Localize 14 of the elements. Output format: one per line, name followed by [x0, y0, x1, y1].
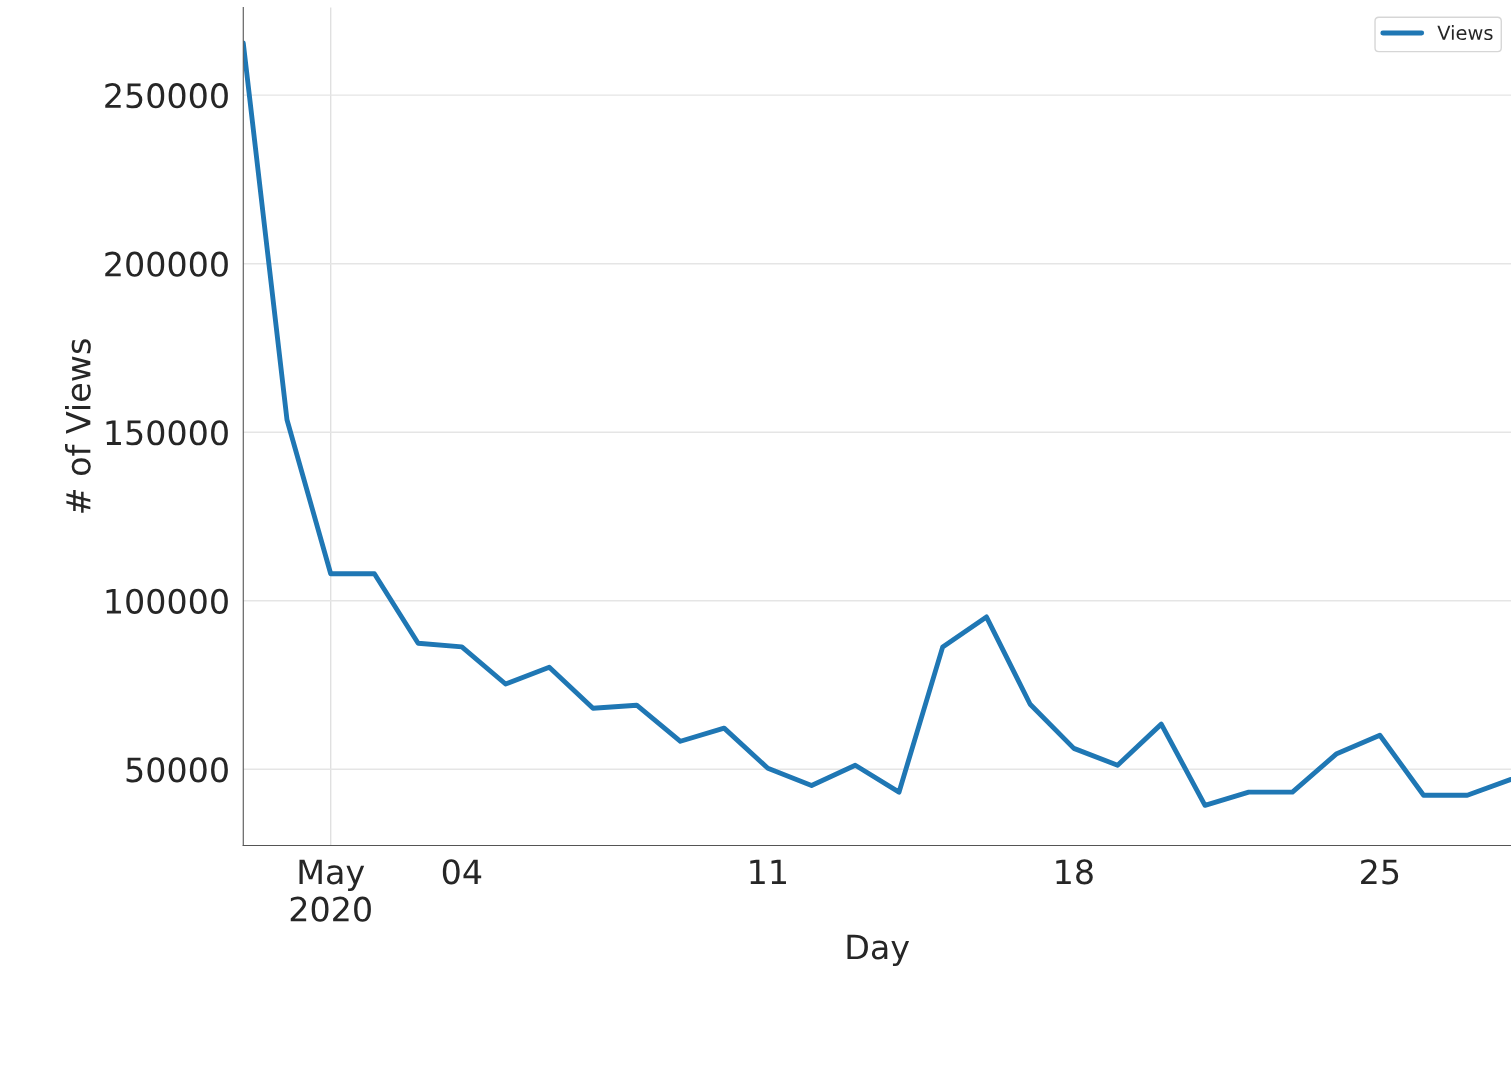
- x-tick-label: 25: [1361, 859, 1399, 885]
- y-tick-label: 150000: [106, 420, 228, 446]
- y-tick-label: 200000: [105, 251, 228, 277]
- x-tick-label: 11: [750, 859, 786, 884]
- x-tick-label: 04: [442, 859, 482, 885]
- legend-label: Views: [1437, 25, 1493, 41]
- x-axis-title: Day: [847, 934, 910, 967]
- x-tick-label: 18: [1056, 859, 1093, 885]
- y-tick-label: 50000: [126, 757, 228, 783]
- y-tick-label: 250000: [105, 83, 228, 109]
- x-tick-label: May 2020: [290, 859, 371, 922]
- line-series: [243, 40, 1511, 808]
- y-tick-label: 100000: [106, 588, 228, 614]
- y-axis-title: # of Views: [65, 339, 91, 513]
